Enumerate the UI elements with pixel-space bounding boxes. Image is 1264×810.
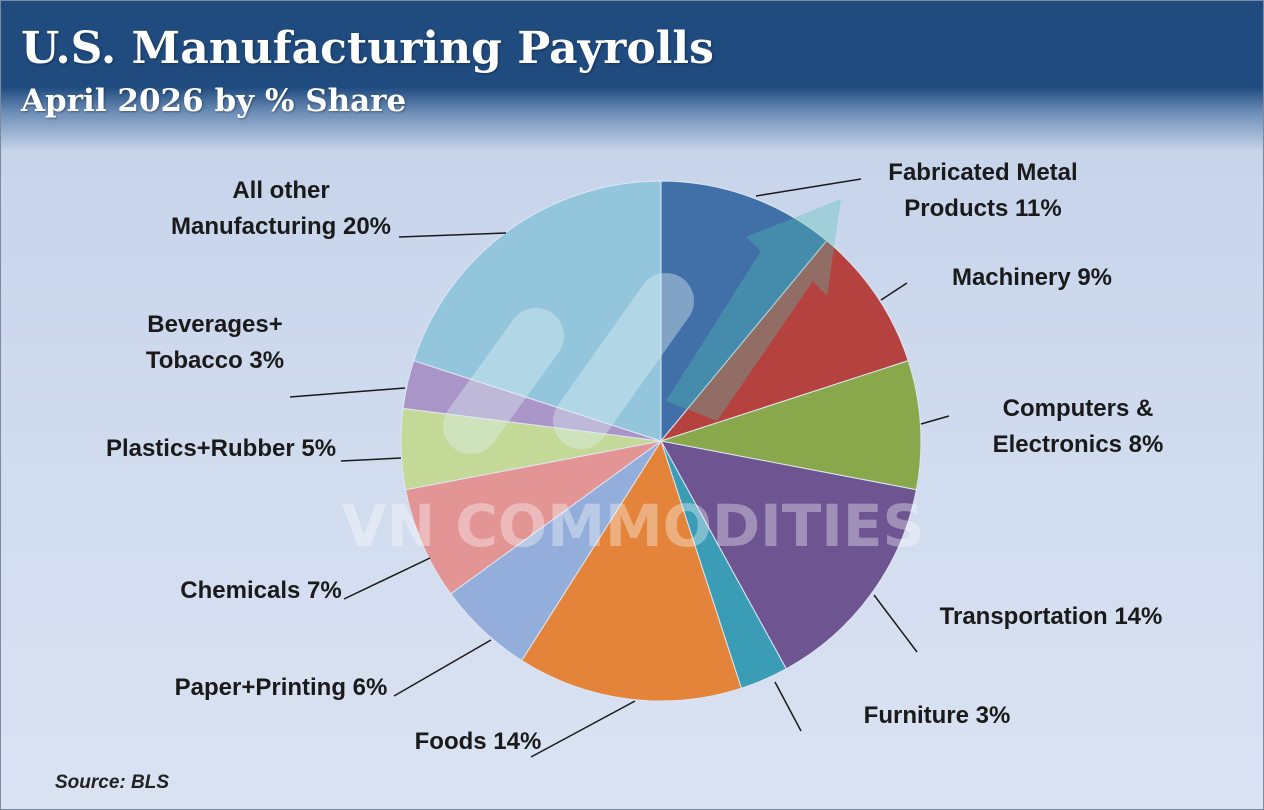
slice-label-0-line-0: Fabricated Metal — [888, 159, 1077, 186]
pie-slice-10 — [413, 180, 662, 442]
slice-label-10-line-0: All other — [232, 177, 329, 204]
slice-label-5: Foods 14% — [415, 728, 542, 755]
leader-line-3 — [873, 594, 918, 653]
pie-slice-5 — [520, 439, 742, 702]
source-note: Source: BLS — [55, 772, 170, 793]
leader-line-8 — [340, 457, 402, 462]
leader-line-5 — [530, 700, 636, 758]
slice-label-7: Chemicals 7% — [180, 577, 341, 604]
slice-label-2: Computers & Electronics 8% — [993, 395, 1164, 458]
slice-label-6: Paper+Printing 6% — [175, 674, 388, 701]
leader-line-9 — [289, 387, 406, 398]
slice-label-10: All other Manufacturing 20% — [171, 177, 391, 240]
slice-label-1: Machinery 9% — [952, 264, 1112, 291]
pie-slice-7 — [405, 440, 662, 595]
slice-label-5-line-0: Foods 14% — [415, 728, 542, 755]
slice-label-6-line-0: Paper+Printing 6% — [175, 674, 388, 701]
leader-line-1 — [880, 282, 908, 301]
leader-line-6 — [393, 639, 492, 697]
slice-label-1-line-0: Machinery 9% — [952, 264, 1112, 291]
leader-line-0 — [755, 178, 862, 197]
leader-line-4 — [774, 681, 802, 732]
leader-lines — [289, 178, 950, 758]
slice-label-3-line-0: Transportation 14% — [940, 603, 1163, 630]
slice-label-10-line-1: Manufacturing 20% — [171, 213, 391, 240]
slice-label-0-line-1: Products 11% — [904, 195, 1061, 222]
pie-slice-1 — [659, 239, 909, 443]
slice-label-2-line-0: Computers & — [1003, 395, 1154, 422]
slice-label-8-line-0: Plastics+Rubber 5% — [106, 435, 336, 462]
slice-label-9-line-0: Beverages+ — [147, 311, 282, 338]
leader-line-7 — [343, 557, 431, 600]
slice-label-3: Transportation 14% — [940, 603, 1163, 630]
leader-line-2 — [920, 415, 950, 425]
slice-label-9-line-1: Tobacco 3% — [146, 347, 284, 374]
watermark-logo-icon — [443, 199, 841, 454]
chart-subtitle: April 2026 by % Share — [21, 83, 407, 119]
slice-label-4: Furniture 3% — [864, 702, 1011, 729]
slice-label-8: Plastics+Rubber 5% — [106, 435, 336, 462]
pie-slice-3 — [660, 440, 917, 670]
pie-slice-0 — [660, 180, 828, 443]
pie-slices — [400, 180, 922, 702]
pie-slice-2 — [660, 360, 922, 491]
slice-label-4-line-0: Furniture 3% — [864, 702, 1011, 729]
slice-label-2-line-1: Electronics 8% — [993, 431, 1164, 458]
slice-label-9: Beverages+ Tobacco 3% — [146, 311, 284, 374]
leader-line-10 — [398, 232, 507, 238]
slice-label-7-line-0: Chemicals 7% — [180, 577, 341, 604]
chart-title: U.S. Manufacturing Payrolls — [21, 23, 714, 74]
slice-labels: Fabricated Metal Products 11% Machinery 9%… — [106, 159, 1163, 755]
slice-label-0: Fabricated Metal Products 11% — [888, 159, 1077, 222]
watermark-text: VN COMMODITIES — [342, 492, 925, 560]
